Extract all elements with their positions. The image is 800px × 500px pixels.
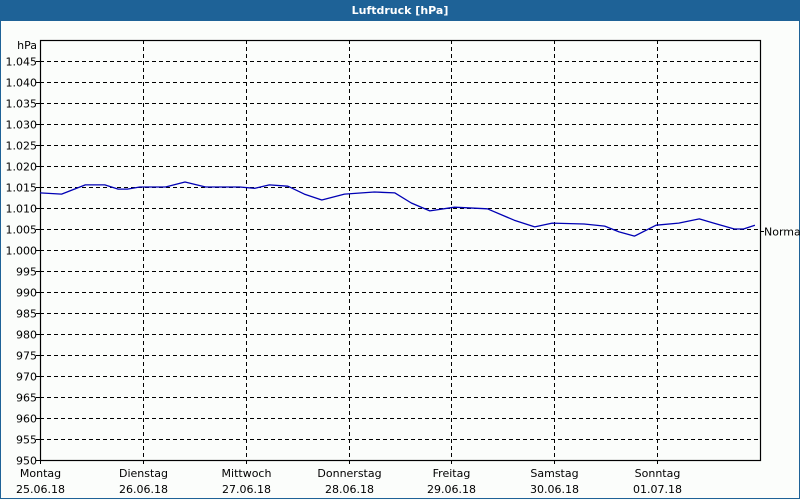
y-tick-label: 1.040 [6, 77, 38, 90]
normal-label: Normal [764, 226, 800, 239]
y-tick-label: 995 [16, 266, 37, 279]
y-tick-label: 950 [16, 455, 37, 468]
x-day-label: Samstag [530, 467, 578, 480]
y-tick-label: 960 [16, 413, 37, 426]
x-date-label: 01.07.18 [633, 483, 682, 496]
x-day-label: Montag [20, 467, 61, 480]
x-date-label: 30.06.18 [530, 483, 579, 496]
y-tick-label: 990 [16, 287, 37, 300]
x-day-label: Freitag [433, 467, 471, 480]
x-day-label: Donnerstag [317, 467, 381, 480]
y-tick-label: 955 [16, 434, 37, 447]
x-day-label: Mittwoch [222, 467, 272, 480]
y-tick-label: 1.015 [6, 182, 38, 195]
y-tick-label: 1.005 [6, 224, 38, 237]
y-tick-label: 1.025 [6, 140, 38, 153]
y-tick-label: 1.000 [6, 245, 38, 258]
chart-title: Luftdruck [hPa] [351, 4, 449, 17]
y-tick-label: 975 [16, 350, 37, 363]
x-date-label: 26.06.18 [119, 483, 168, 496]
y-tick-label: 985 [16, 308, 37, 321]
x-date-label: 28.06.18 [325, 483, 374, 496]
y-axis-unit-label: hPa [17, 39, 37, 52]
x-day-label: Sonntag [635, 467, 681, 480]
y-tick-label: 1.010 [6, 203, 38, 216]
chart-title-bar: Luftdruck [hPa] [0, 0, 800, 21]
x-date-label: 29.06.18 [427, 483, 476, 496]
y-tick-label: 965 [16, 392, 37, 405]
plot-area-border [39, 39, 762, 462]
pressure-line [39, 181, 756, 237]
y-tick-label: 970 [16, 371, 37, 384]
y-tick-label: 1.030 [6, 119, 38, 132]
x-day-label: Dienstag [119, 467, 168, 480]
y-tick-label: 1.035 [6, 98, 38, 111]
y-tick-label: 1.045 [6, 56, 38, 69]
y-tick-label: 980 [16, 329, 37, 342]
x-date-label: 27.06.18 [222, 483, 271, 496]
y-tick-label: 1.020 [6, 161, 38, 174]
x-date-label: 25.06.18 [16, 483, 65, 496]
